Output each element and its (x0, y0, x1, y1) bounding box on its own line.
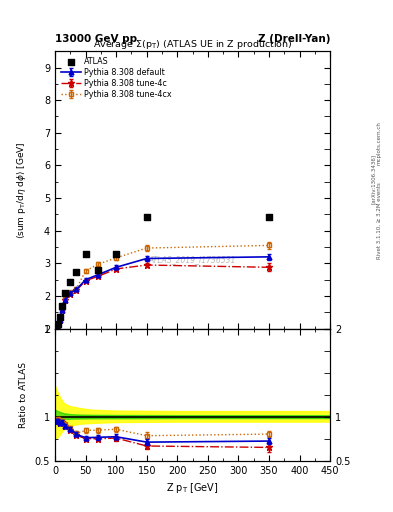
Text: ATLAS_2019_I1736531: ATLAS_2019_I1736531 (149, 255, 236, 264)
Text: Rivet 3.1.10, ≥ 3.2M events: Rivet 3.1.10, ≥ 3.2M events (377, 182, 382, 259)
ATLAS (55, 319, 61, 328)
Text: Z (Drell-Yan): Z (Drell-Yan) (258, 33, 330, 44)
ATLAS (73, 267, 79, 275)
Text: 13000 GeV pp: 13000 GeV pp (55, 33, 137, 44)
ATLAS (53, 322, 59, 330)
Legend: ATLAS, Pythia 8.308 default, Pythia 8.308 tune-4c, Pythia 8.308 tune-4cx: ATLAS, Pythia 8.308 default, Pythia 8.30… (59, 55, 173, 100)
X-axis label: Z p$_{\rm T}$ [GeV]: Z p$_{\rm T}$ [GeV] (166, 481, 219, 495)
Y-axis label: $\langle$sum p$_{\rm T}$/d$\eta$ d$\phi\rangle$ [GeV]: $\langle$sum p$_{\rm T}$/d$\eta$ d$\phi\… (15, 141, 28, 239)
ATLAS (62, 289, 68, 297)
Y-axis label: Ratio to ATLAS: Ratio to ATLAS (18, 362, 28, 428)
ATLAS (59, 303, 66, 311)
ATLAS (83, 250, 89, 259)
ATLAS (57, 312, 63, 321)
ATLAS (67, 278, 73, 286)
Text: [arXiv:1306.3436]: [arXiv:1306.3436] (371, 154, 376, 204)
Title: Average $\Sigma$(p$_{\rm T}$) (ATLAS UE in Z production): Average $\Sigma$(p$_{\rm T}$) (ATLAS UE … (93, 38, 292, 51)
ATLAS (95, 266, 101, 274)
ATLAS (266, 213, 272, 221)
ATLAS (143, 213, 150, 221)
Text: mcplots.cern.ch: mcplots.cern.ch (377, 121, 382, 165)
ATLAS (113, 250, 119, 259)
